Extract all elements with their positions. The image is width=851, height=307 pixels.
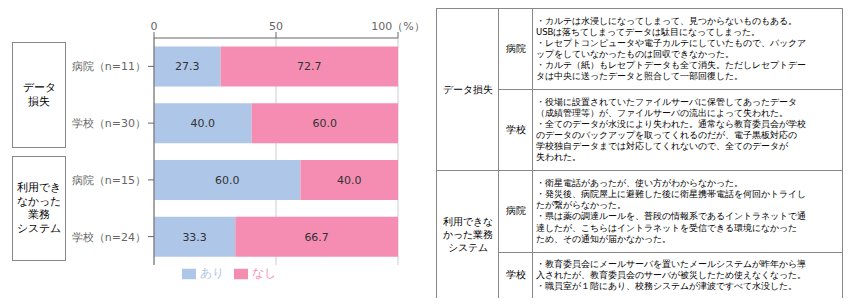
html-text:・役場に設置されていたファイルサーバに保管してあったデータ: ・役場に設置されていたファイルサーバに保管してあったデータ （成績管理等）が、フ… bbox=[536, 97, 806, 163]
svg-text:50: 50 bbox=[269, 20, 283, 33]
html-text:利用でき なかった 業務 システム: 利用でき なかった 業務 システム bbox=[17, 180, 61, 235]
svg-text:病院（n=15）: 病院（n=15） bbox=[72, 174, 146, 187]
html-text:・カルテは水浸しになってしまって、見つからないものもある。: ・カルテは水浸しになってしまって、見つからないものもある。 USBは落ちてしまっ… bbox=[536, 16, 806, 82]
svg-text:60.0: 60.0 bbox=[215, 174, 240, 187]
html-text:利用できな かった業務 システム: 利用できな かった業務 システム bbox=[442, 216, 493, 254]
html-text:学校: 学校 bbox=[505, 124, 526, 136]
svg-text:学校（n=24）: 学校（n=24） bbox=[72, 231, 146, 244]
svg-text:60.0: 60.0 bbox=[313, 117, 338, 130]
svg-text:0: 0 bbox=[151, 20, 158, 33]
html-text:あり: あり bbox=[200, 266, 224, 280]
html-text:学校: 学校 bbox=[505, 269, 526, 281]
svg-text:27.3: 27.3 bbox=[175, 60, 200, 73]
html-text:・教育委員会にメールサーバを置いたメールシステムが昨年から導: ・教育委員会にメールサーバを置いたメールシステムが昨年から導 入されたが、教育委… bbox=[536, 258, 806, 291]
svg-text:40.0: 40.0 bbox=[337, 174, 362, 187]
svg-text:病院（n=11）: 病院（n=11） bbox=[72, 60, 146, 73]
svg-text:72.7: 72.7 bbox=[297, 60, 322, 73]
html-text:・衛星電話があったが、使い方がわからなかった。 ・発災後、病: ・衛星電話があったが、使い方がわからなかった。 ・発災後、病院屋上に避難した後に… bbox=[536, 178, 806, 244]
svg-text:40.0: 40.0 bbox=[191, 117, 216, 130]
html-text:病院: 病院 bbox=[505, 43, 526, 55]
svg-text:33.3: 33.3 bbox=[182, 231, 207, 244]
html-text:なし: なし bbox=[252, 266, 276, 280]
html-text:データ 損失: データ 損失 bbox=[22, 81, 56, 108]
svg-text:100（%）: 100（%） bbox=[371, 20, 424, 33]
svg-text:学校（n=30）: 学校（n=30） bbox=[72, 117, 146, 130]
html-text:データ損失: データ損失 bbox=[442, 84, 493, 96]
html-text:病院: 病院 bbox=[505, 205, 526, 217]
svg-text:66.7: 66.7 bbox=[304, 231, 329, 244]
